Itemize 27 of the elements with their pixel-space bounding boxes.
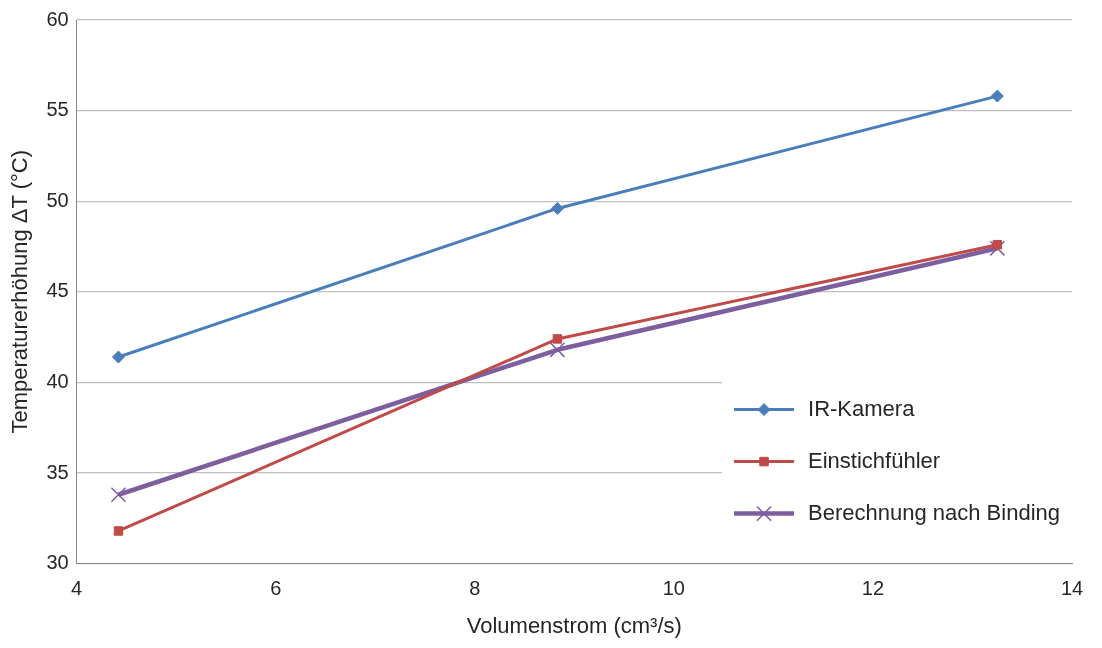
y-tick-label: 45 xyxy=(46,279,69,302)
x-tick-label: 8 xyxy=(469,577,481,600)
y-tick-label: 35 xyxy=(46,460,69,483)
x-axis-title: Volumenstrom (cm³/s) xyxy=(466,612,682,638)
legend-label: Berechnung nach Binding xyxy=(808,499,1060,525)
y-tick-label: 40 xyxy=(46,369,69,392)
point xyxy=(111,350,125,364)
x-tick-label: 6 xyxy=(270,577,282,600)
x-tick-label: 14 xyxy=(1060,577,1084,600)
point xyxy=(992,239,1003,250)
legend-label: IR-Kamera xyxy=(808,395,916,421)
y-axis-title: Temperaturerhöhung ΔT (°C) xyxy=(7,150,33,434)
point xyxy=(113,526,124,536)
x-tick-label: 12 xyxy=(861,577,885,600)
y-tick-label: 55 xyxy=(46,98,69,121)
y-tick-label: 30 xyxy=(46,551,69,574)
point xyxy=(110,486,127,503)
legend-label: Einstichfühler xyxy=(808,447,941,473)
x-tick-label: 4 xyxy=(71,577,83,600)
y-tick-label: 60 xyxy=(46,7,69,30)
point xyxy=(990,89,1004,103)
point xyxy=(550,201,564,215)
y-tick-label: 50 xyxy=(46,188,69,211)
x-tick-label: 10 xyxy=(662,577,685,600)
point xyxy=(552,334,563,344)
point xyxy=(549,341,566,358)
point xyxy=(989,240,1006,257)
